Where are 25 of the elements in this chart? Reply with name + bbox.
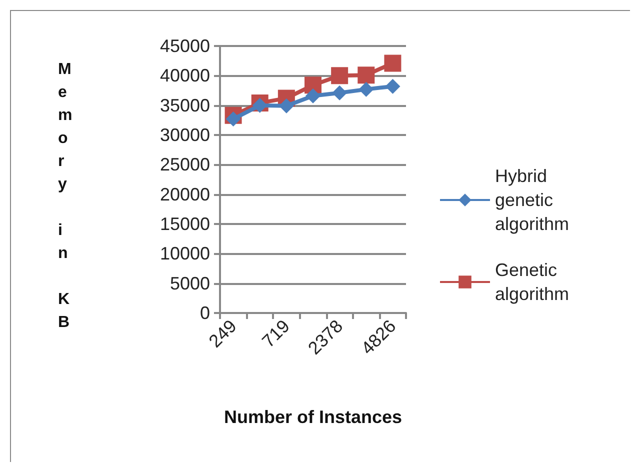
- y-tick-label: 20000: [160, 184, 210, 204]
- legend-label: Genetic algorithm: [495, 260, 570, 304]
- y-tick-label: 30000: [160, 125, 210, 145]
- y-tick-label: 40000: [160, 66, 210, 86]
- point: [306, 88, 320, 104]
- point: [358, 66, 375, 84]
- point: [385, 78, 400, 94]
- y-tick-label: 10000: [160, 244, 210, 264]
- text: Memory in KB: [58, 61, 72, 331]
- point: [331, 67, 348, 84]
- x-tick-label: 719: [258, 316, 294, 352]
- point: [278, 98, 294, 114]
- point: [384, 54, 402, 72]
- point: [252, 98, 268, 113]
- x-axis-title: Number of Instances: [224, 407, 402, 427]
- point: [226, 111, 241, 126]
- point: [358, 82, 374, 97]
- y-tick-label: 0: [200, 303, 210, 323]
- point: [332, 85, 348, 100]
- y-tick-label: 5000: [170, 273, 210, 294]
- y-tick-label: 25000: [160, 154, 210, 175]
- y-tick-label: 45000: [160, 36, 210, 56]
- legend-label: Hybrid genetic algorithm: [495, 166, 570, 234]
- y-tick-label: 15000: [160, 214, 210, 234]
- y-tick-label: 35000: [160, 95, 210, 116]
